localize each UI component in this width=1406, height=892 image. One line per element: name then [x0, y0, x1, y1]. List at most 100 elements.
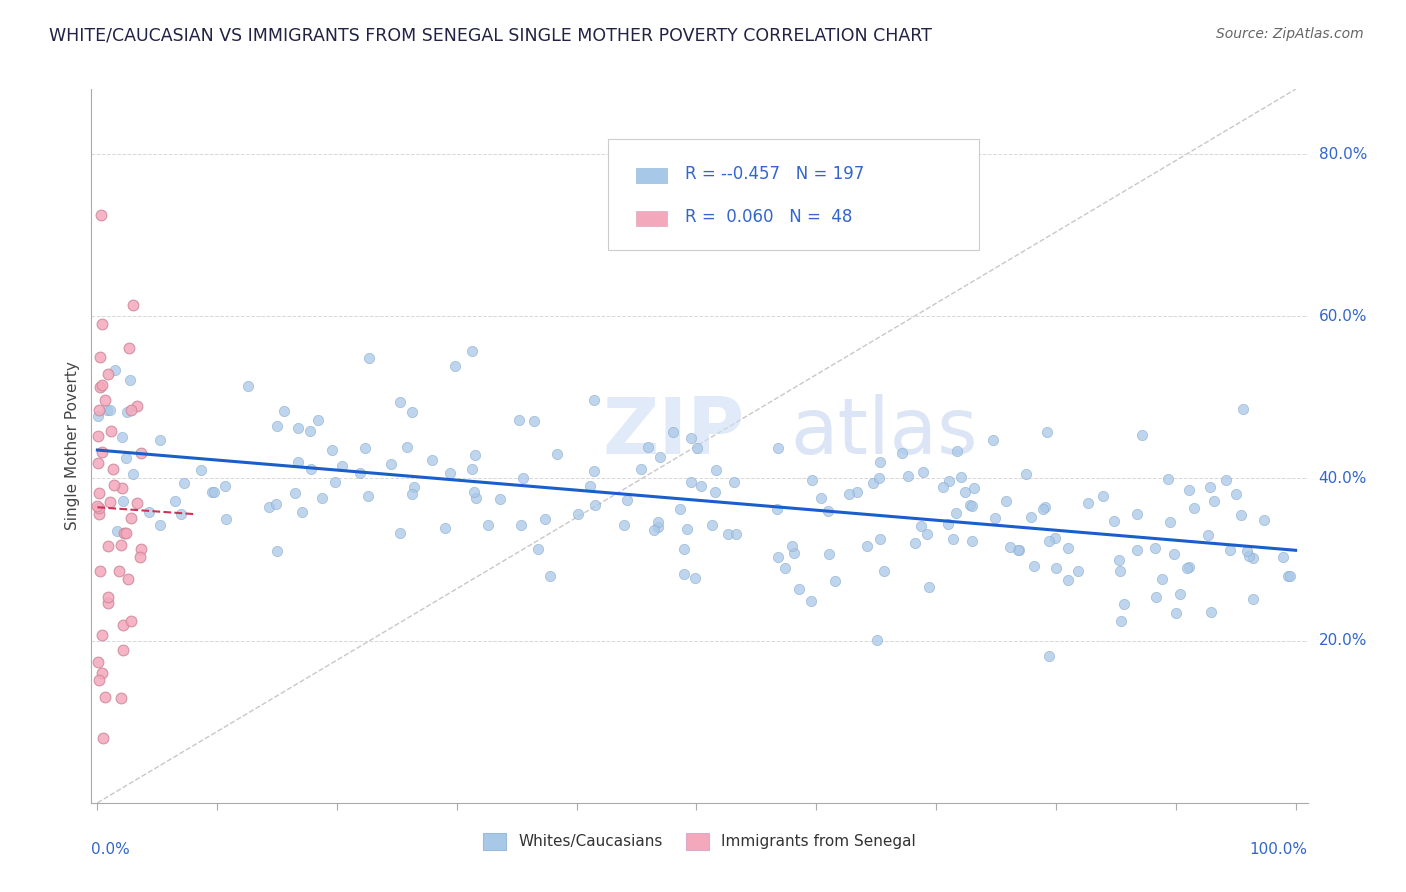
Point [1033, 500, 1056, 515]
Point [461, 461, 484, 475]
Point [824, 574, 846, 588]
Point [673, 567, 696, 582]
Point [1163, 547, 1185, 561]
Point [89, 380, 111, 394]
Point [1007, 543, 1029, 558]
Point [647, 515, 669, 529]
Point [679, 475, 702, 489]
Text: 60.0%: 60.0% [1319, 309, 1367, 324]
Point [704, 463, 727, 477]
Point [489, 491, 512, 506]
Point [1241, 551, 1264, 566]
Point [122, 297, 145, 311]
Point [91, 378, 114, 392]
Point [110, 538, 132, 552]
Point [725, 526, 748, 541]
Point [93, 731, 115, 745]
Point [1215, 473, 1237, 487]
Point [1021, 510, 1043, 524]
Point [149, 434, 172, 448]
Point [1198, 480, 1220, 494]
Point [118, 341, 141, 355]
Point [960, 499, 983, 513]
Point [104, 363, 127, 377]
Point [1015, 467, 1038, 482]
Point [112, 526, 135, 541]
Legend: Whites/Caucasians, Immigrants from Senegal: Whites/Caucasians, Immigrants from Seneg… [477, 827, 922, 855]
Point [583, 499, 606, 513]
Point [93, 393, 115, 408]
Point [723, 475, 745, 489]
Point [931, 480, 953, 494]
Point [112, 643, 135, 657]
Point [463, 484, 485, 499]
Point [100, 424, 122, 438]
Y-axis label: Single Mother Poverty: Single Mother Poverty [65, 361, 80, 531]
Point [904, 536, 927, 550]
Point [945, 506, 967, 520]
Point [291, 505, 314, 519]
Point [910, 519, 932, 533]
FancyBboxPatch shape [637, 211, 666, 227]
Point [1007, 543, 1029, 558]
Point [1175, 560, 1198, 574]
Point [89, 402, 111, 417]
Text: WHITE/CAUCASIAN VS IMMIGRANTS FROM SENEGAL SINGLE MOTHER POVERTY CORRELATION CHA: WHITE/CAUCASIAN VS IMMIGRANTS FROM SENEG… [49, 27, 932, 45]
Point [173, 475, 195, 490]
Point [114, 451, 136, 466]
Point [215, 511, 238, 525]
Point [983, 510, 1005, 524]
Point [120, 511, 142, 525]
Point [523, 414, 546, 428]
Point [1032, 501, 1054, 516]
Point [526, 542, 548, 557]
Point [1202, 494, 1225, 508]
Point [404, 480, 426, 494]
Point [981, 433, 1004, 447]
Point [131, 446, 153, 460]
Point [388, 525, 411, 540]
Point [946, 444, 969, 458]
Point [1045, 531, 1067, 545]
Point [1219, 542, 1241, 557]
Point [1132, 428, 1154, 442]
Point [238, 379, 260, 393]
Point [862, 475, 884, 490]
Point [766, 502, 789, 516]
Point [856, 540, 879, 554]
Point [912, 465, 935, 479]
Point [396, 441, 419, 455]
Point [98, 495, 121, 509]
Point [768, 441, 790, 455]
Point [1164, 607, 1187, 621]
Point [648, 450, 671, 465]
Point [97, 596, 120, 610]
Point [354, 441, 377, 455]
Point [963, 481, 986, 495]
Point [810, 491, 832, 506]
Point [1144, 590, 1167, 604]
Point [1045, 560, 1067, 574]
Point [91, 318, 114, 332]
Point [1159, 516, 1181, 530]
Point [668, 501, 690, 516]
Point [1057, 574, 1080, 588]
Point [938, 474, 960, 488]
Point [546, 447, 568, 461]
Text: R = --0.457   N = 197: R = --0.457 N = 197 [685, 165, 865, 183]
Point [201, 484, 224, 499]
Point [1091, 490, 1114, 504]
Point [1038, 648, 1060, 663]
Point [817, 504, 839, 518]
Point [97, 368, 120, 382]
Point [690, 479, 713, 493]
Point [1278, 569, 1301, 583]
Point [869, 532, 891, 546]
FancyBboxPatch shape [609, 139, 979, 250]
Point [149, 517, 172, 532]
Point [91, 666, 114, 681]
Point [111, 430, 134, 444]
Point [110, 481, 132, 495]
Point [510, 517, 533, 532]
Text: 100.0%: 100.0% [1250, 842, 1308, 856]
